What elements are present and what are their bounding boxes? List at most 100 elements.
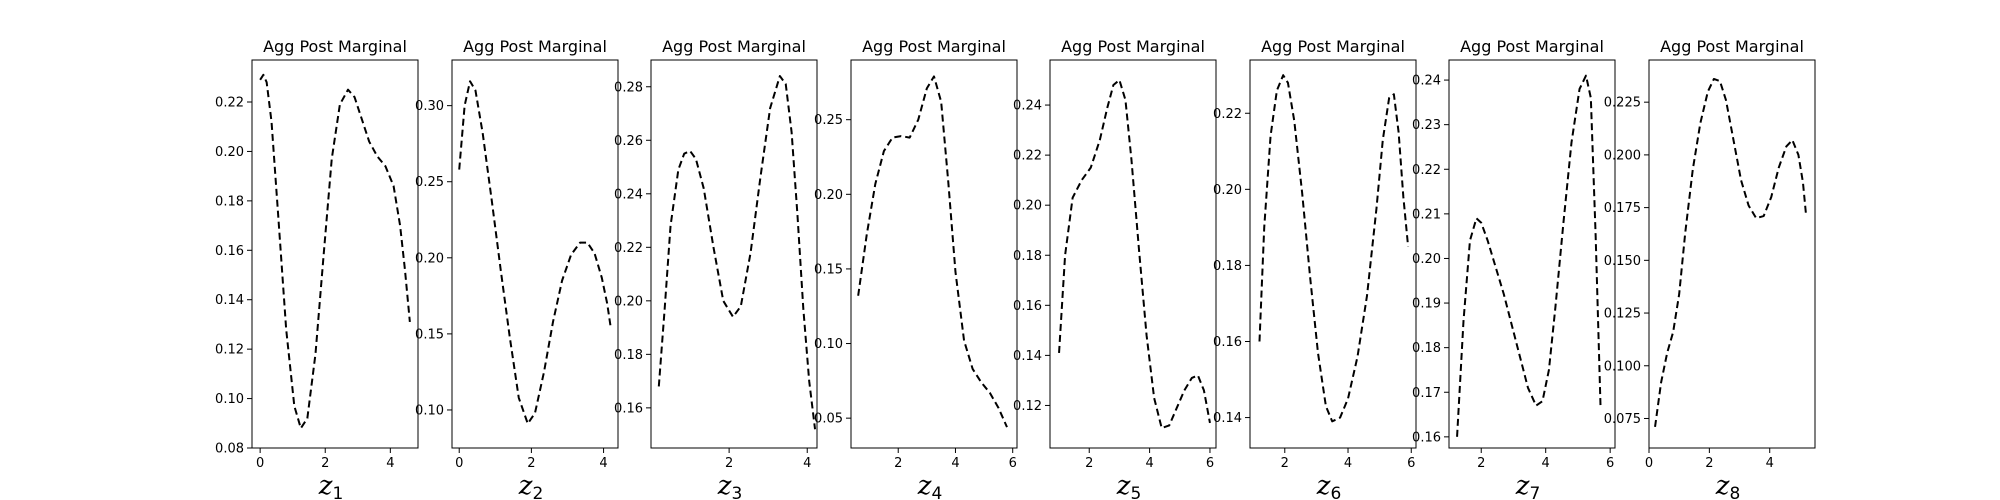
y-tick-label: 0.24	[614, 187, 643, 202]
axes-frame	[1648, 59, 1816, 449]
y-tick-label: 0.22	[215, 96, 244, 111]
y-tick-label: 0.18	[1013, 249, 1042, 264]
y-tick-label: 0.08	[215, 442, 244, 457]
y-tick-label: 0.25	[814, 113, 843, 128]
x-tick-label: 2	[1085, 456, 1093, 471]
series-line	[1058, 79, 1211, 429]
x-axis-label: z5	[1116, 471, 1142, 500]
y-tick-label: 0.100	[1604, 359, 1641, 374]
y-tick-label: 0.16	[1213, 335, 1242, 350]
y-tick-label: 0.21	[1412, 207, 1441, 222]
series-line	[458, 80, 612, 425]
y-tick-label: 0.10	[415, 403, 444, 418]
y-tick-label: 0.14	[215, 293, 244, 308]
y-tick-label: 0.14	[1213, 411, 1242, 426]
x-tick-label: 4	[599, 456, 607, 471]
y-tick-label: 0.22	[614, 241, 643, 256]
y-tick-label: 0.24	[1412, 74, 1441, 89]
plot-title: Agg Post Marginal	[1261, 37, 1405, 56]
axes-frame	[1049, 59, 1217, 449]
x-tick-label: 2	[1281, 456, 1289, 471]
y-tick-label: 0.15	[415, 327, 444, 342]
y-tick-label: 0.20	[814, 188, 843, 203]
x-tick-label: 4	[386, 456, 394, 471]
y-tick-label: 0.16	[1412, 430, 1441, 445]
axes-frame	[1448, 59, 1616, 449]
y-tick-label: 0.17	[1412, 386, 1441, 401]
series-line	[857, 75, 1008, 428]
series-line	[657, 75, 817, 430]
y-tick-label: 0.225	[1604, 96, 1641, 111]
subplot-1: Agg Post Marginal 0.08 0.10 0.12 0.14 0.16 0.1…	[215, 37, 419, 500]
plot-title: Agg Post Marginal	[1660, 37, 1804, 56]
series-line	[1258, 74, 1410, 423]
y-tick-label: 0.200	[1604, 148, 1641, 163]
x-axis-label: z1	[318, 471, 344, 500]
x-tick-label: 4	[1344, 456, 1352, 471]
y-tick-label: 0.15	[814, 262, 843, 277]
series-line	[1654, 77, 1807, 428]
axes-frame	[650, 59, 818, 449]
y-tick-label: 0.125	[1604, 307, 1641, 322]
plot-title: Agg Post Marginal	[662, 37, 806, 56]
subplot-4: Agg Post Marginal 0.05 0.10 0.15 0.20 0.25 2 4 6…	[814, 37, 1018, 500]
x-tick-label: 0	[455, 456, 463, 471]
x-tick-label: 2	[1705, 456, 1713, 471]
plot-title: Agg Post Marginal	[263, 37, 407, 56]
y-tick-label: 0.075	[1604, 412, 1641, 427]
y-tick-label: 0.12	[1013, 399, 1042, 414]
x-tick-label: 2	[725, 456, 733, 471]
x-tick-label: 4	[1542, 456, 1550, 471]
y-tick-label: 0.16	[215, 244, 244, 259]
y-tick-label: 0.22	[1213, 107, 1242, 122]
series-line	[259, 73, 411, 430]
x-tick-label: 2	[1477, 456, 1485, 471]
x-tick-label: 6	[1009, 456, 1017, 471]
x-tick-label: 6	[1606, 456, 1614, 471]
y-tick-label: 0.16	[614, 401, 643, 416]
y-tick-label: 0.28	[614, 80, 643, 95]
x-tick-label: 0	[256, 456, 264, 471]
x-axis-label: z2	[518, 471, 544, 500]
x-tick-label: 4	[951, 456, 959, 471]
x-axis-label: z4	[917, 471, 943, 500]
y-tick-label: 0.175	[1604, 201, 1641, 216]
axes-frame	[251, 59, 419, 449]
plot-title: Agg Post Marginal	[862, 37, 1006, 56]
y-tick-label: 0.10	[215, 392, 244, 407]
y-tick-label: 0.20	[215, 145, 244, 160]
axes-frame	[1249, 59, 1417, 449]
y-tick-label: 0.26	[614, 134, 643, 149]
plot-title: Agg Post Marginal	[1061, 37, 1205, 56]
y-tick-label: 0.20	[1013, 199, 1042, 214]
y-tick-label: 0.18	[1412, 341, 1441, 356]
x-tick-label: 4	[1766, 456, 1774, 471]
plot-title: Agg Post Marginal	[463, 37, 607, 56]
x-axis-label: z8	[1715, 471, 1741, 500]
x-tick-label: 6	[1206, 456, 1214, 471]
x-axis-label: z6	[1316, 471, 1342, 500]
x-tick-label: 2	[527, 456, 535, 471]
y-tick-label: 0.20	[1412, 252, 1441, 267]
axes-frame	[850, 59, 1018, 449]
x-axis-label: z3	[717, 471, 743, 500]
y-tick-label: 0.20	[415, 251, 444, 266]
subplot-2: Agg Post Marginal 0.10 0.15 0.20 0.25 0.30 0 2 4…	[415, 37, 619, 500]
x-tick-label: 4	[803, 456, 811, 471]
subplot-8: Agg Post Marginal 0.075 0.100 0.125 0.150 0.1…	[1604, 37, 1816, 500]
y-tick-label: 0.18	[215, 194, 244, 209]
x-tick-label: 2	[894, 456, 902, 471]
x-tick-label: 2	[321, 456, 329, 471]
plot-title: Agg Post Marginal	[1460, 37, 1604, 56]
x-axis-label: z7	[1515, 471, 1541, 500]
y-tick-label: 0.12	[215, 343, 244, 358]
y-tick-label: 0.16	[1013, 299, 1042, 314]
subplot-5: Agg Post Marginal 0.12 0.14 0.16 0.18 0.20 0.2…	[1013, 37, 1217, 500]
y-tick-label: 0.05	[814, 412, 843, 427]
y-tick-label: 0.18	[614, 348, 643, 363]
y-tick-label: 0.24	[1013, 99, 1042, 114]
y-tick-label: 0.150	[1604, 254, 1641, 269]
y-tick-label: 0.18	[1213, 259, 1242, 274]
y-tick-label: 0.20	[614, 294, 643, 309]
